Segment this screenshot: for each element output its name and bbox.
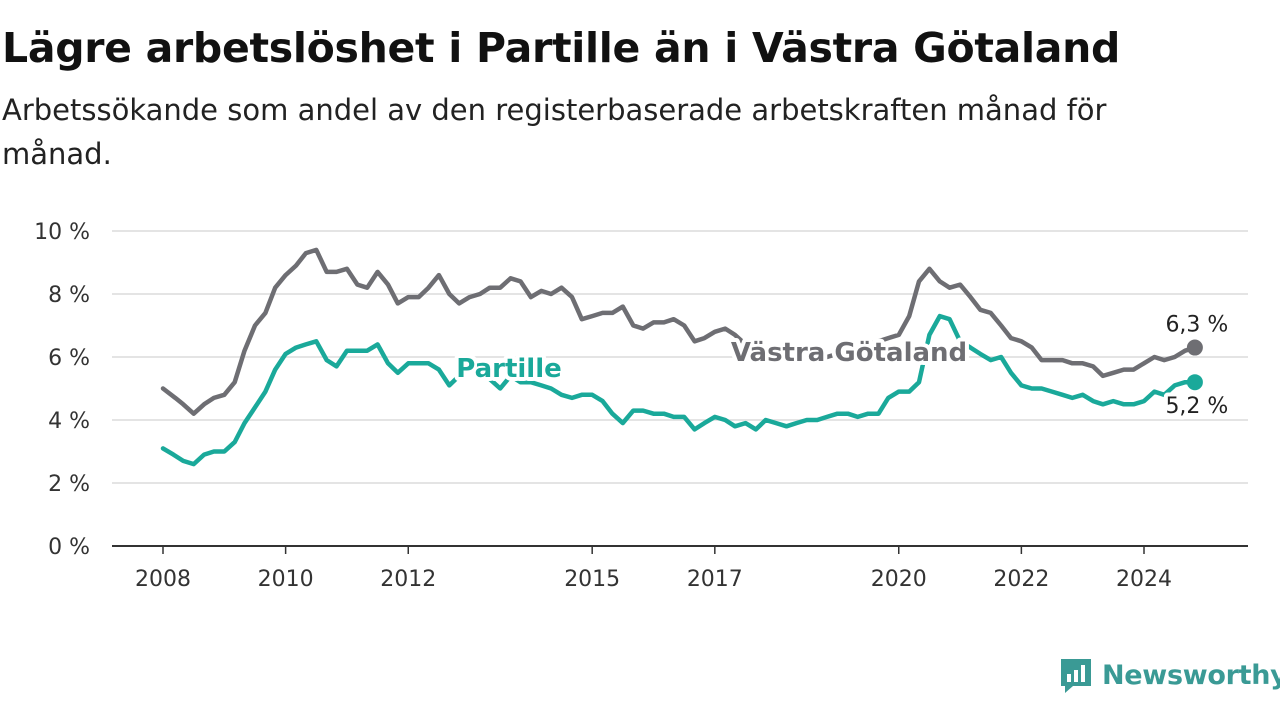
series-label-vastra-gotaland: Västra Götaland [731, 338, 967, 368]
series-end-point-v-stra-g-taland [1186, 339, 1203, 356]
y-tick-label: 0 % [48, 535, 90, 560]
x-tick-label: 2012 [380, 567, 436, 592]
brand-name: Newsworthy [1102, 659, 1280, 691]
x-tick-label: 2010 [258, 567, 314, 592]
y-axis-ticks: 0 % 2 % 4 % 6 % 8 % 10 % [34, 220, 90, 560]
series-line-partille [160, 313, 1198, 467]
series-line-v-stra-g-taland [160, 247, 1198, 416]
x-tick-label: 2024 [1116, 567, 1172, 592]
y-tick-label: 6 % [48, 346, 90, 371]
series-label-partille: Partille [456, 354, 562, 384]
x-tick-label: 2008 [135, 567, 191, 592]
x-axis-ticks: 2008 2010 2012 2015 2017 2020 2022 2024 [112, 545, 1248, 592]
end-value-vastra-gotaland: 6,3 % [1165, 313, 1228, 338]
y-tick-label: 8 % [48, 283, 90, 308]
series-lines [160, 247, 1203, 467]
series-label-vastra-gotaland-halo: Västra Götaland [731, 338, 967, 368]
end-value-partille-halo: 5,2 % [1165, 394, 1228, 419]
series-label-partille-halo: Partille [456, 354, 562, 384]
series-end-point-partille [1186, 374, 1203, 391]
x-tick-label: 2020 [871, 567, 927, 592]
x-tick-label: 2022 [993, 567, 1049, 592]
newsworthy-logo-icon [1061, 659, 1091, 693]
brand-footer: Newsworthy [1058, 654, 1280, 696]
chart-title: Lägre arbetslöshet i Partille än i Västr… [2, 24, 1121, 72]
y-tick-label: 4 % [48, 409, 90, 434]
y-tick-label: 2 % [48, 472, 90, 497]
y-tick-label: 10 % [34, 220, 90, 245]
x-tick-label: 2015 [564, 567, 620, 592]
chart-subtitle: Arbetssökande som andel av den registerb… [2, 93, 1107, 171]
x-tick-label: 2017 [687, 567, 743, 592]
end-value-vastra-gotaland-halo: 6,3 % [1165, 313, 1228, 338]
end-value-partille: 5,2 % [1165, 394, 1228, 419]
gridlines [112, 230, 1248, 484]
